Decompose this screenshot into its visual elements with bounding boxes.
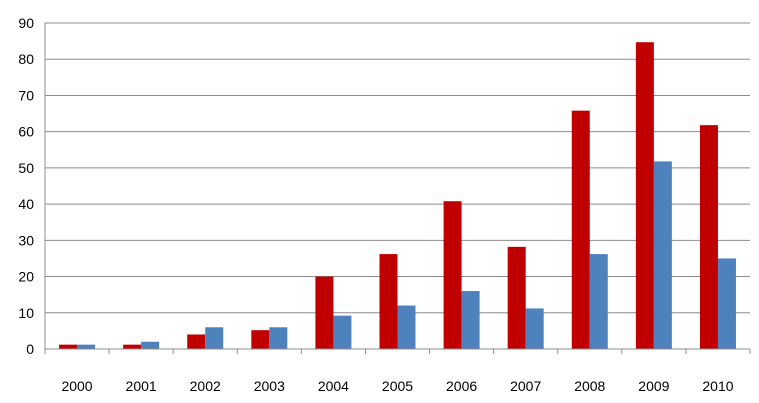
x-tick-label: 2008 — [574, 378, 605, 394]
bar-series-1-2009 — [635, 42, 654, 349]
y-tick-labels: 0 10 20 30 40 50 60 70 80 90 — [18, 15, 34, 357]
bar-series-2-2001 — [141, 341, 160, 349]
bar-series-2-2006 — [461, 291, 480, 349]
bar-series-2-2004 — [333, 315, 352, 349]
y-tick-label: 60 — [18, 124, 34, 140]
y-tick-label: 20 — [18, 269, 34, 285]
bar-series-2-2005 — [397, 305, 416, 349]
x-tick-label: 2001 — [126, 378, 157, 394]
y-tick-label: 10 — [18, 305, 34, 321]
x-tick-label: 2005 — [382, 378, 413, 394]
axes — [44, 23, 751, 354]
bar-series-2-2002 — [205, 327, 224, 349]
y-tick-label: 50 — [18, 160, 34, 176]
gridlines — [45, 22, 750, 314]
x-tick-label: 2009 — [638, 378, 669, 394]
bar-series-2-2010 — [717, 258, 736, 349]
bar-series-1-2002 — [187, 334, 206, 349]
bar-series-2-2008 — [589, 254, 608, 349]
bar-series-1-2003 — [251, 330, 270, 349]
x-tick-labels: 2000 2001 2002 2003 2004 2005 2006 2007 2008 2009… — [61, 378, 733, 394]
bar-series-1-2010 — [699, 125, 718, 349]
x-tick-label: 2006 — [446, 378, 477, 394]
y-tick-label: 90 — [18, 15, 34, 31]
bar-series-1-2007 — [507, 246, 526, 349]
bar-series-2-2000 — [77, 344, 96, 349]
x-tick-label: 2004 — [318, 378, 349, 394]
bar-series-1-2004 — [315, 276, 334, 349]
x-tick-label: 2010 — [702, 378, 733, 394]
bar-series-2-2007 — [525, 308, 544, 349]
x-tick-label: 2002 — [190, 378, 221, 394]
x-tick-label: 2000 — [61, 378, 92, 394]
bar-series-1-2001 — [123, 344, 142, 349]
y-tick-label: 70 — [18, 87, 34, 103]
bars — [59, 42, 736, 349]
bar-series-2-2003 — [269, 327, 288, 349]
bar-series-1-2008 — [571, 110, 590, 349]
x-tick-label: 2007 — [510, 378, 541, 394]
x-tick-label: 2003 — [254, 378, 285, 394]
bar-series-1-2005 — [379, 254, 398, 349]
bar-series-1-2006 — [443, 201, 462, 349]
bar-series-2-2009 — [653, 161, 672, 349]
y-tick-label: 40 — [18, 196, 34, 212]
bar-series-1-2000 — [59, 344, 78, 349]
y-tick-label: 0 — [26, 341, 34, 357]
y-tick-label: 80 — [18, 51, 34, 67]
y-tick-label: 30 — [18, 232, 34, 248]
